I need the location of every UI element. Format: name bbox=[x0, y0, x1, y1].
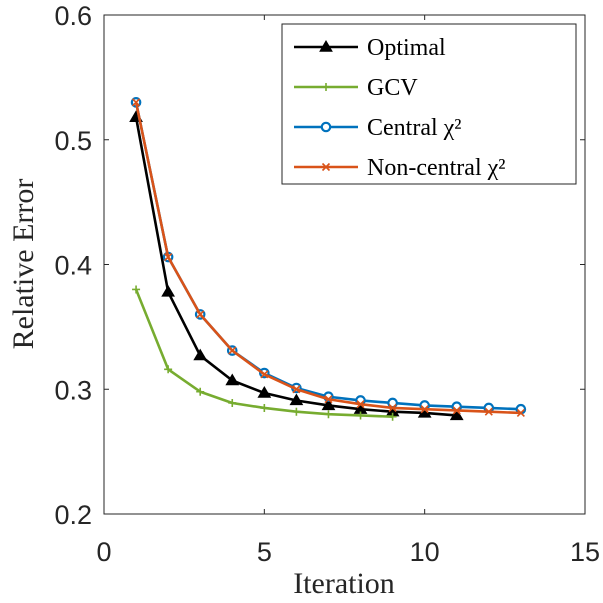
legend-label: Optimal bbox=[367, 35, 446, 61]
y-tick-label: 0.4 bbox=[54, 251, 92, 281]
legend-swatch-marker bbox=[320, 121, 332, 133]
legend: Optimal GCV Central χ² Non-central χ² bbox=[281, 23, 577, 185]
legend-label: Non-central χ² bbox=[367, 155, 505, 181]
y-tick-label: 0.6 bbox=[54, 1, 92, 31]
data-point-gcv bbox=[292, 407, 301, 416]
data-point-optimal bbox=[257, 386, 272, 398]
data-point-optimal bbox=[161, 284, 176, 297]
series-non-central-chi2 bbox=[132, 98, 525, 418]
data-point-non-central-chi2 bbox=[132, 98, 141, 107]
x-tick-label: 10 bbox=[410, 537, 440, 567]
legend-entry-non-central-chi2: Non-central χ² bbox=[294, 155, 505, 181]
data-point-non-central-chi2 bbox=[420, 405, 429, 414]
legend-swatch-marker bbox=[321, 162, 331, 172]
data-point-non-central-chi2 bbox=[452, 406, 461, 415]
data-point-optimal bbox=[321, 398, 336, 411]
x-tick-label: 5 bbox=[257, 537, 272, 567]
legend-swatch-marker bbox=[322, 83, 330, 91]
legend-entry-optimal: Optimal bbox=[294, 35, 446, 61]
data-point-gcv bbox=[324, 410, 333, 419]
legend-label: GCV bbox=[367, 75, 418, 101]
legend-entry-gcv: GCV bbox=[294, 75, 418, 101]
data-point-non-central-chi2 bbox=[356, 400, 365, 409]
series-optimal bbox=[129, 110, 464, 421]
data-point-gcv bbox=[260, 403, 269, 412]
x-axis-title: Iteration bbox=[293, 567, 395, 600]
data-point-optimal bbox=[225, 373, 240, 386]
data-point-gcv bbox=[356, 411, 365, 420]
y-tick-label: 0.5 bbox=[54, 126, 92, 156]
data-point-non-central-chi2 bbox=[164, 252, 173, 262]
data-point-non-central-chi2 bbox=[196, 310, 205, 319]
data-point-gcv bbox=[388, 412, 397, 421]
data-point-non-central-chi2 bbox=[228, 346, 237, 355]
data-point-non-central-chi2 bbox=[484, 407, 493, 416]
data-point-non-central-chi2 bbox=[516, 408, 525, 418]
y-axis-title: Relative Error bbox=[7, 179, 40, 350]
data-point-gcv bbox=[164, 365, 173, 374]
legend-entry-central-chi2: Central χ² bbox=[294, 115, 462, 141]
x-tick-label: 0 bbox=[96, 537, 111, 567]
data-point-gcv bbox=[196, 387, 205, 396]
data-point-gcv bbox=[132, 285, 141, 294]
data-point-non-central-chi2 bbox=[324, 395, 333, 404]
series-gcv bbox=[132, 285, 397, 421]
data-point-optimal bbox=[449, 408, 464, 421]
y-tick-label: 0.2 bbox=[54, 500, 92, 530]
data-point-non-central-chi2 bbox=[292, 385, 301, 394]
data-point-non-central-chi2 bbox=[260, 370, 269, 379]
data-point-optimal bbox=[193, 348, 208, 361]
ticks-layer: 0 5 10 15 0.2 0.3 0.4 0.5 0.6 bbox=[54, 1, 600, 567]
data-point-optimal bbox=[289, 393, 304, 406]
data-point-gcv bbox=[228, 398, 237, 407]
y-tick-label: 0.3 bbox=[54, 375, 92, 405]
legend-label: Central χ² bbox=[367, 115, 462, 141]
data-point-non-central-chi2 bbox=[388, 403, 397, 413]
x-tick-label: 15 bbox=[570, 537, 600, 567]
series-layer bbox=[129, 97, 527, 421]
legend-swatch-marker bbox=[319, 40, 333, 52]
